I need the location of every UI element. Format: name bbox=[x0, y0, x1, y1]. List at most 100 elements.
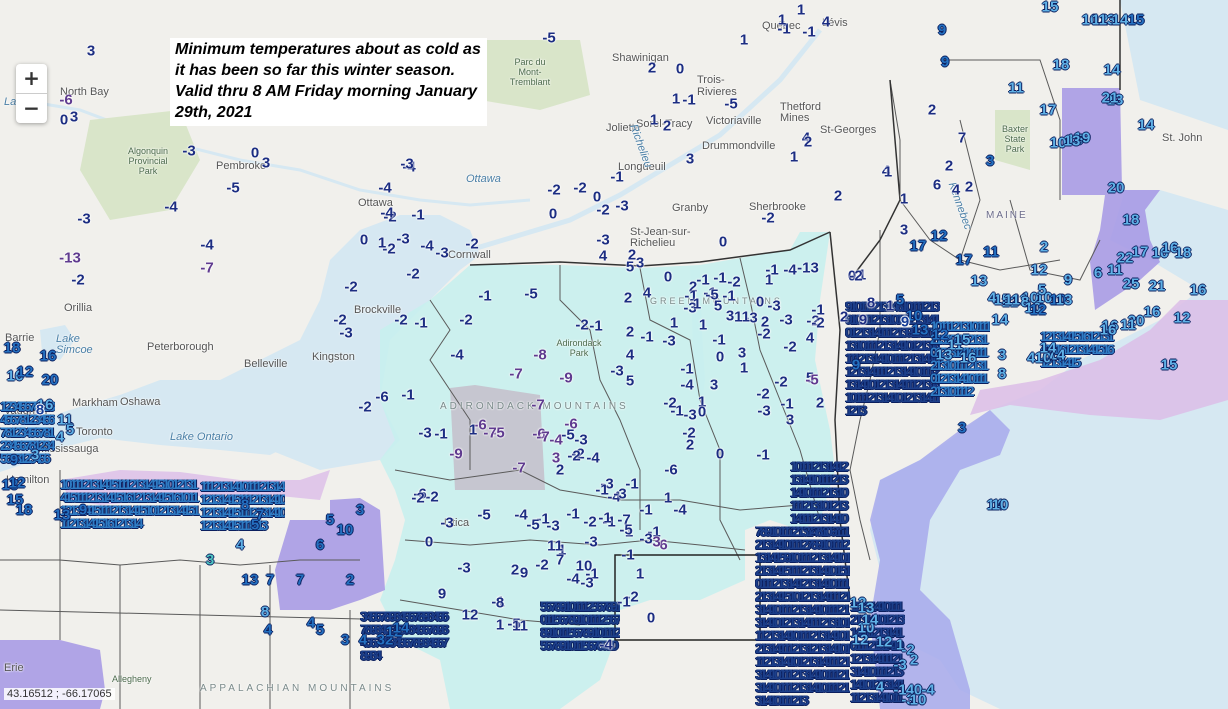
temperature-label[interactable]: 17 bbox=[1039, 101, 1057, 119]
temperature-label[interactable]: -5 bbox=[561, 426, 575, 444]
temperature-label[interactable]: -1 bbox=[670, 402, 684, 420]
temperature-label[interactable]: -2 bbox=[535, 556, 549, 574]
temperature-label[interactable]: 2 bbox=[927, 101, 937, 119]
temperature-label[interactable]: 2 bbox=[833, 187, 843, 205]
temperature-label[interactable]: 4 bbox=[358, 631, 368, 649]
temperature-label[interactable]: -2 bbox=[682, 424, 696, 442]
temperature-label[interactable]: 17 bbox=[909, 237, 927, 255]
temperature-label[interactable]: 21 bbox=[1101, 89, 1119, 107]
temperature-label[interactable]: -5 bbox=[507, 615, 521, 633]
zoom-in-button[interactable]: + bbox=[23, 66, 40, 90]
temperature-label[interactable]: 11 bbox=[1107, 261, 1123, 279]
zoom-out-button[interactable]: − bbox=[16, 93, 47, 123]
temperature-label[interactable]: 3 bbox=[685, 150, 695, 168]
temperature-label[interactable]: -7 bbox=[617, 511, 631, 529]
temperature-label[interactable]: -3 bbox=[779, 311, 793, 329]
temperature-label[interactable]: -2 bbox=[571, 445, 585, 463]
temperature-label[interactable]: -3 bbox=[893, 656, 907, 674]
temperature-label[interactable]: 9 bbox=[937, 21, 947, 39]
temperature-label[interactable]: 1 bbox=[671, 90, 681, 108]
temperature-label[interactable]: 4 bbox=[905, 681, 915, 699]
temperature-label[interactable]: -3 bbox=[662, 332, 676, 350]
temperature-label[interactable]: 0 bbox=[715, 348, 725, 366]
temperature-label[interactable]: -3 bbox=[744, 309, 758, 327]
temperature-label[interactable]: 1 bbox=[635, 565, 645, 583]
temperature-label[interactable]: 14 bbox=[861, 611, 879, 629]
temperature-label[interactable]: 15 bbox=[1127, 11, 1145, 29]
temperature-label[interactable]: -2 bbox=[575, 316, 589, 334]
temperature-label[interactable]: 3 bbox=[69, 108, 79, 126]
temperature-label[interactable]: 12 bbox=[849, 594, 867, 612]
temperature-label[interactable]: 5 bbox=[250, 516, 260, 534]
temperature-label[interactable]: 14 bbox=[986, 496, 1004, 514]
temperature-label[interactable]: 32 bbox=[376, 631, 394, 649]
temperature-label[interactable]: 1 bbox=[885, 297, 895, 315]
temperature-label[interactable]: 10 bbox=[1024, 299, 1042, 317]
temperature-label[interactable]: -3 bbox=[396, 230, 410, 248]
temperature-label[interactable]: 16 bbox=[1099, 321, 1117, 339]
temperature-label[interactable]: 12 bbox=[1173, 309, 1191, 327]
temperature-label[interactable]: 10 bbox=[1034, 349, 1052, 367]
temperature-label[interactable]: 3 bbox=[86, 42, 96, 60]
temperature-label[interactable]: 5 bbox=[625, 258, 635, 276]
temperature-label[interactable]: 15 bbox=[993, 291, 1011, 309]
temperature-label[interactable]: 14 bbox=[1111, 11, 1129, 29]
temperature-label[interactable]: 18 bbox=[1122, 211, 1140, 229]
temperature-label[interactable]: -9 bbox=[449, 445, 463, 463]
temperature-label[interactable]: 10 bbox=[1035, 289, 1053, 307]
temperature-label[interactable]: 16 bbox=[1151, 244, 1169, 262]
temperature-label[interactable]: 0 bbox=[697, 403, 707, 421]
temperature-label[interactable]: -5 bbox=[524, 285, 538, 303]
temperature-label[interactable]: -6 bbox=[473, 416, 487, 434]
temperature-label[interactable]: 1 bbox=[377, 234, 387, 252]
temperature-label[interactable]: 13 bbox=[1063, 132, 1081, 150]
temperature-label[interactable]: -1 bbox=[811, 301, 825, 319]
temperature-label[interactable]: 5 bbox=[1037, 281, 1047, 299]
temperature-label[interactable]: -3 bbox=[901, 691, 915, 709]
temperature-label[interactable]: -7 bbox=[536, 428, 550, 446]
temperature-label[interactable]: 12 bbox=[851, 631, 869, 649]
temperature-label[interactable]: -1 bbox=[617, 593, 631, 611]
temperature-label[interactable]: 5 bbox=[625, 372, 635, 390]
temperature-label[interactable]: -1 bbox=[566, 505, 580, 523]
temperature-label[interactable]: 1 bbox=[789, 148, 799, 166]
temperature-label[interactable]: 3 bbox=[355, 501, 365, 519]
temperature-label[interactable]: -3 bbox=[767, 297, 781, 315]
temperature-label[interactable]: -2 bbox=[757, 325, 771, 343]
temperature-label[interactable]: 3 bbox=[899, 221, 909, 239]
temperature-label[interactable]: 1 bbox=[739, 31, 749, 49]
temperature-label[interactable]: 2 bbox=[803, 133, 813, 151]
temperature-label[interactable]: 1 bbox=[557, 541, 567, 559]
temperature-label[interactable]: -2 bbox=[459, 311, 473, 329]
temperature-label[interactable]: 10 bbox=[1081, 11, 1099, 29]
temperature-label[interactable]: 13 bbox=[1, 476, 19, 494]
temperature-label[interactable]: -9 bbox=[559, 369, 573, 387]
temperature-label[interactable]: 25 bbox=[1122, 275, 1140, 293]
temperature-label[interactable]: 1 bbox=[495, 616, 505, 634]
temperature-label[interactable]: 8 bbox=[997, 365, 1007, 383]
temperature-label[interactable]: 3 bbox=[551, 449, 561, 467]
temperature-label[interactable]: 14 bbox=[1048, 346, 1066, 364]
temperature-label[interactable]: 16 bbox=[39, 347, 57, 365]
temperature-label[interactable]: 4 bbox=[821, 13, 831, 31]
temperature-label[interactable]: 1 bbox=[895, 636, 905, 654]
temperature-label[interactable]: 12 bbox=[385, 623, 403, 641]
temperature-label[interactable]: -2 bbox=[625, 588, 639, 606]
temperature-label[interactable]: 2 bbox=[909, 651, 919, 669]
temperature-label[interactable]: 2 bbox=[839, 308, 849, 326]
temperature-label[interactable]: -4 bbox=[380, 204, 394, 222]
temperature-label[interactable]: -1 bbox=[478, 287, 492, 305]
temperature-label[interactable]: -5 bbox=[805, 371, 819, 389]
temperature-label[interactable]: -3 bbox=[182, 142, 196, 160]
temperature-label[interactable]: 0 bbox=[424, 533, 434, 551]
temperature-label[interactable]: 15 bbox=[1160, 356, 1178, 374]
temperature-label[interactable]: -7 bbox=[531, 396, 545, 414]
temperature-label[interactable]: 3 bbox=[957, 419, 967, 437]
temperature-label[interactable]: -2 bbox=[596, 201, 610, 219]
temperature-label[interactable]: 11 bbox=[1120, 316, 1136, 334]
temperature-label[interactable]: 4 bbox=[881, 162, 891, 180]
temperature-label[interactable]: -7 bbox=[483, 424, 497, 442]
temperature-label[interactable]: 10 bbox=[857, 619, 875, 637]
temperature-label[interactable]: -1 bbox=[802, 23, 816, 41]
temperature-label[interactable]: -2 bbox=[774, 373, 788, 391]
